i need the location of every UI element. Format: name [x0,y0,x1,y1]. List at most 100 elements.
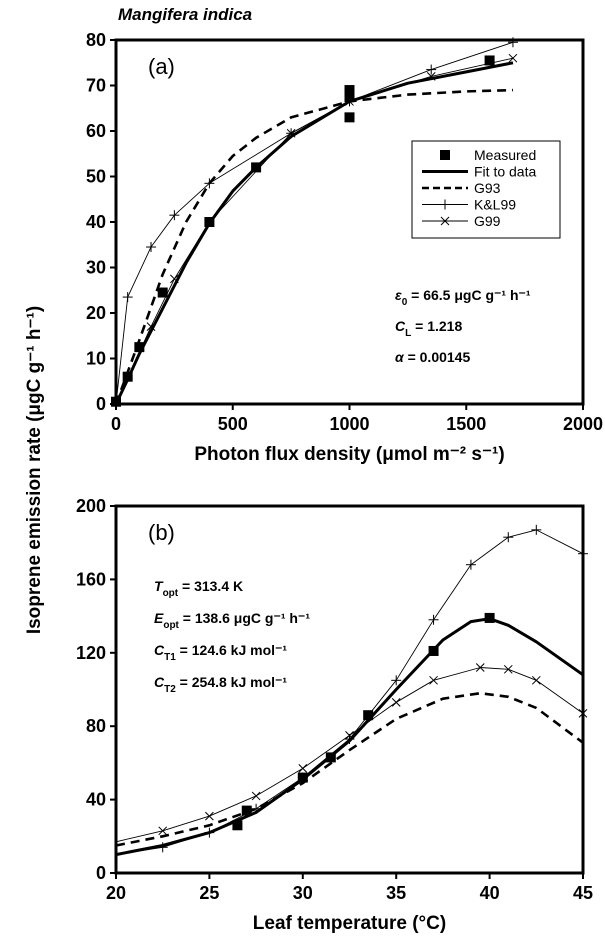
panel-a-measured-point [344,112,355,123]
annotation-subscript: T1 [164,652,176,663]
panel-a-plot-frame [114,38,585,406]
panel-a-measured-point [484,55,495,66]
panel-b-x-tick-label: 40 [480,883,500,903]
annotation-symbol: ε [395,287,402,303]
panel-a-annotation: α = 0.00145 [395,349,470,365]
panel-a-measured-point [204,217,215,227]
panel-b-measured-point [428,645,439,656]
panel-a-measured-point [157,287,168,298]
legend-thin-plus-point [440,199,450,210]
panel-b-thin-x-point [298,764,308,773]
annotation-subscript: T2 [164,684,176,695]
annotation-symbol: T [154,578,164,594]
annotation-value: = 66.5 μgC g⁻¹ h⁻¹ [407,287,531,303]
panel-b-measured-point [363,710,374,721]
panel-a-x-tick-label: 2000 [563,414,603,434]
annotation-subscript: L [405,328,411,339]
x-marker-b [286,128,296,138]
panel-a-x-tick-label: 1000 [329,414,369,434]
panel-a-x-tick-label: 500 [218,414,248,434]
panel-a-y-tick-label: 30 [86,258,106,278]
panel-a-measured-point [134,342,145,353]
annotation-symbol: C [395,318,406,334]
panel-a-measured-point [251,162,262,173]
annotation-symbol: C [154,642,165,658]
annotation-subscript: opt [163,588,179,599]
panel-a-x-tick-label: 0 [111,414,121,434]
x-marker-b [503,664,513,674]
panel-a-thin-plus-point [426,64,437,75]
panel-a-thin-x-point [146,322,156,332]
panel-a-measured-point [344,91,355,102]
annotation-value: = 313.4 K [178,578,243,594]
panel-b-x-tick-label: 45 [573,883,593,903]
panel-a-thin-x-point [508,53,518,63]
panel-b-thin-plus-point [251,803,262,814]
panel-b-thin-plus-point [465,559,476,570]
panel-b-x-tick-label: 20 [106,883,126,903]
panel-b-x-tick-label: 35 [386,883,406,903]
legend-label: Fit to data [474,164,536,180]
panel-b-thin-x-point [391,697,401,707]
panel-b-thin-x-point [345,731,354,740]
panel-a-thin-plus-point [204,178,215,189]
panel-b-annotation: CT2 = 254.8 kJ mol⁻¹ [154,674,287,695]
panel-a-y-tick-label: 70 [86,76,106,96]
x-marker-b [298,764,308,773]
annotation-value: = 1.218 [411,318,462,334]
panel-a-measured-point [344,85,355,96]
annotation-symbol: E [154,610,164,626]
panel-b-measured-point [484,612,495,623]
panel-b-series-thin-plus [115,529,584,856]
panel-b-x-tick-label: 30 [293,883,313,903]
panel-a-thin-plus-point [122,292,133,303]
panel-a-thin-x-point [426,72,436,81]
panel-b-x-axis-title: Leaf temperature (°C) [253,913,446,934]
panel-b-measured-point [241,805,252,816]
y-axis-title: Isoprene emission rate (μgC g⁻¹ h⁻¹) [24,306,45,634]
x-marker-b [475,663,485,672]
panel-a-y-tick-label: 0 [96,394,106,414]
panel-a-series-dashed [114,88,514,405]
species-title: Mangifera indica [118,5,252,24]
panel-b-plot-frame [114,504,585,875]
panel-a-x-axis-title: Photon flux density (μmol m⁻² s⁻¹) [194,444,504,465]
panel-b-thin-x-point [503,664,513,674]
panel-a-y-tick-label: 20 [86,303,106,323]
legend-label: G93 [474,180,501,196]
panel-b-measured-point [325,752,336,763]
panel-a-measured-point [122,371,133,382]
panel-b-thin-plus-point [503,532,514,543]
panel-b-thin-plus-point [531,524,542,535]
panel-b-measured-point [297,772,308,783]
annotation-value: = 0.00145 [404,349,471,365]
panel-b-thin-x-point [158,826,168,836]
panel-a-y-tick-label: 40 [86,212,106,232]
x-marker-b [251,791,261,801]
panel-b-thin-plus-point [157,842,168,853]
panel-b: 0 40 80 120 160 200 20 25 30 35 40 45 (b) Leaf temper… [76,496,593,934]
panel-b-panel-label: (b) [148,520,175,545]
panel-a-y-tick-label: 80 [86,30,106,50]
x-marker-b [158,826,168,836]
panel-a-annotation: CL = 1.218 [395,318,462,339]
x-marker-b [508,53,518,63]
panel-a-thin-plus-point [146,242,157,253]
annotation-value: = 124.6 kJ mol⁻¹ [176,642,288,658]
panel-b-y-tick-label: 80 [86,716,106,736]
panel-a-thin-plus-point [169,210,180,221]
x-marker-b [170,274,179,284]
panel-b-thin-x-point [429,675,438,685]
panel-b-thin-x-point [475,663,485,672]
panel-a-series-thin-x [115,57,514,405]
x-marker-b [391,697,401,707]
legend-label: Measured [474,147,536,163]
panel-b-thin-x-point [531,675,541,685]
x-marker-b [440,216,450,226]
panel-a-y-tick-label: 10 [86,349,106,369]
panel-b-annotation: Eopt = 138.6 μgC g⁻¹ h⁻¹ [154,610,310,631]
legend-thin-x-point [440,216,450,226]
annotation-subscript: 0 [402,297,408,308]
